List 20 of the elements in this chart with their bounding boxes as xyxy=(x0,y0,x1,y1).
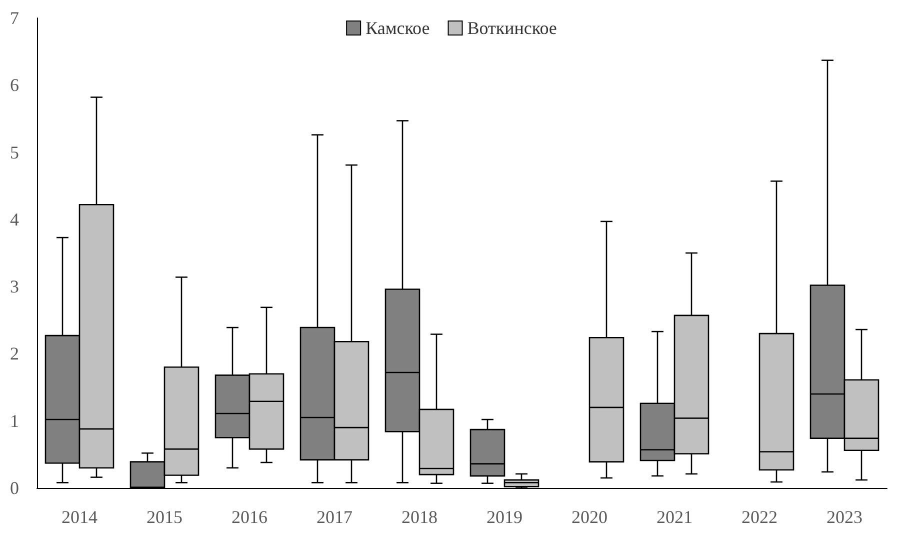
y-tick-label: 7 xyxy=(10,8,19,28)
x-tick-label: 2017 xyxy=(316,507,352,527)
y-tick-label: 0 xyxy=(10,478,19,498)
x-tick-label: 2016 xyxy=(232,507,268,527)
x-tick-label: 2020 xyxy=(572,507,608,527)
y-tick-label: 6 xyxy=(10,75,19,96)
y-tick-label: 4 xyxy=(10,209,19,230)
legend-label: Камское xyxy=(366,18,430,38)
y-tick-label: 3 xyxy=(10,276,19,297)
y-tick-label: 2 xyxy=(10,344,19,364)
x-tick-label: 2014 xyxy=(62,507,98,527)
y-tick-label: 1 xyxy=(10,410,19,431)
x-tick-label: 2023 xyxy=(826,507,862,527)
y-tick-label: 5 xyxy=(10,142,19,162)
x-tick-label: 2019 xyxy=(486,507,522,527)
x-tick-label: 2015 xyxy=(146,507,182,527)
x-tick-label: 2021 xyxy=(656,507,692,527)
x-tick-label: 2018 xyxy=(402,507,438,527)
x-tick-label: 2022 xyxy=(742,507,778,527)
legend-label: Воткинское xyxy=(467,18,557,38)
